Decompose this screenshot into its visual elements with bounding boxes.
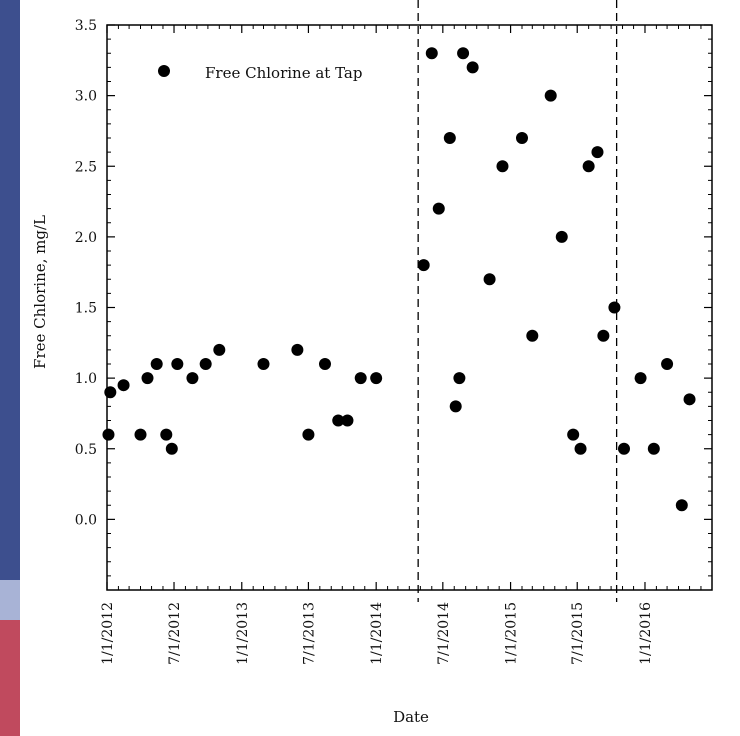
x-tick-label: 7/1/2015 (570, 602, 586, 665)
legend-label: Free Chlorine at Tap (205, 64, 362, 82)
data-point (141, 372, 154, 385)
data-point (496, 160, 509, 173)
data-point (466, 61, 479, 74)
x-tick-label: 7/1/2013 (301, 602, 317, 665)
x-tick-label: 7/1/2012 (167, 602, 183, 665)
data-point (515, 132, 528, 144)
x-tick-label: 1/1/2013 (235, 602, 251, 665)
left-background-decoration (0, 0, 20, 736)
y-tick-label: 3.5 (75, 18, 97, 34)
data-point (457, 47, 470, 60)
data-point (160, 428, 173, 441)
data-point (370, 372, 383, 385)
x-tick-label: 1/1/2012 (100, 602, 116, 665)
data-point (432, 202, 445, 215)
y-axis-label: Free Chlorine, mg/L (31, 215, 49, 369)
data-point (617, 442, 630, 455)
data-point (302, 428, 315, 441)
data-point (483, 273, 496, 286)
data-points (102, 47, 696, 512)
data-point (165, 442, 178, 455)
data-point (186, 372, 199, 385)
x-tick-label: 1/1/2014 (369, 602, 385, 665)
x-tick-label: 7/1/2014 (436, 602, 452, 665)
data-point (341, 414, 354, 427)
data-point (608, 301, 621, 314)
y-tick-label: 0.5 (75, 442, 97, 458)
data-point (257, 358, 270, 370)
x-tick-label: 1/1/2015 (504, 602, 520, 665)
x-axis-label: Date (393, 708, 429, 726)
y-tick-label: 3.0 (75, 89, 97, 105)
data-point (425, 47, 438, 60)
data-point (526, 329, 539, 342)
data-point (417, 259, 430, 272)
legend: Free Chlorine at Tap (158, 64, 362, 82)
x-tick-label: 1/1/2016 (638, 602, 654, 665)
data-point (354, 372, 367, 385)
data-point (449, 400, 462, 413)
data-point (597, 329, 610, 342)
data-point (683, 393, 696, 406)
data-point (318, 358, 331, 370)
legend-marker (158, 65, 170, 77)
data-point (199, 358, 212, 370)
data-point (574, 442, 587, 455)
data-point (213, 343, 226, 356)
data-point (150, 358, 163, 370)
data-point (171, 358, 184, 370)
plot-frame (106, 24, 713, 591)
y-tick-label: 1.0 (75, 371, 97, 387)
data-point (555, 230, 568, 243)
y-tick-label: 0.0 (75, 512, 97, 528)
y-tick-label: 2.5 (75, 159, 97, 175)
y-tick-label: 1.5 (75, 301, 97, 317)
data-point (544, 89, 557, 102)
data-point (647, 442, 660, 455)
y-tick-label: 2.0 (75, 230, 97, 246)
data-point (291, 343, 304, 356)
data-point (117, 379, 130, 392)
data-point (567, 428, 580, 441)
data-point (634, 372, 647, 385)
axes: 0.0 0.5 1.0 1.5 2.0 2.5 3.0 3.5 1/1/2012 7/1/2012… (75, 0, 713, 665)
data-point (453, 372, 466, 385)
data-point (134, 428, 147, 441)
data-point (443, 132, 456, 144)
data-point (675, 499, 688, 512)
data-point (582, 160, 595, 173)
data-point (332, 414, 345, 427)
data-point (661, 358, 674, 370)
data-point (591, 146, 604, 159)
